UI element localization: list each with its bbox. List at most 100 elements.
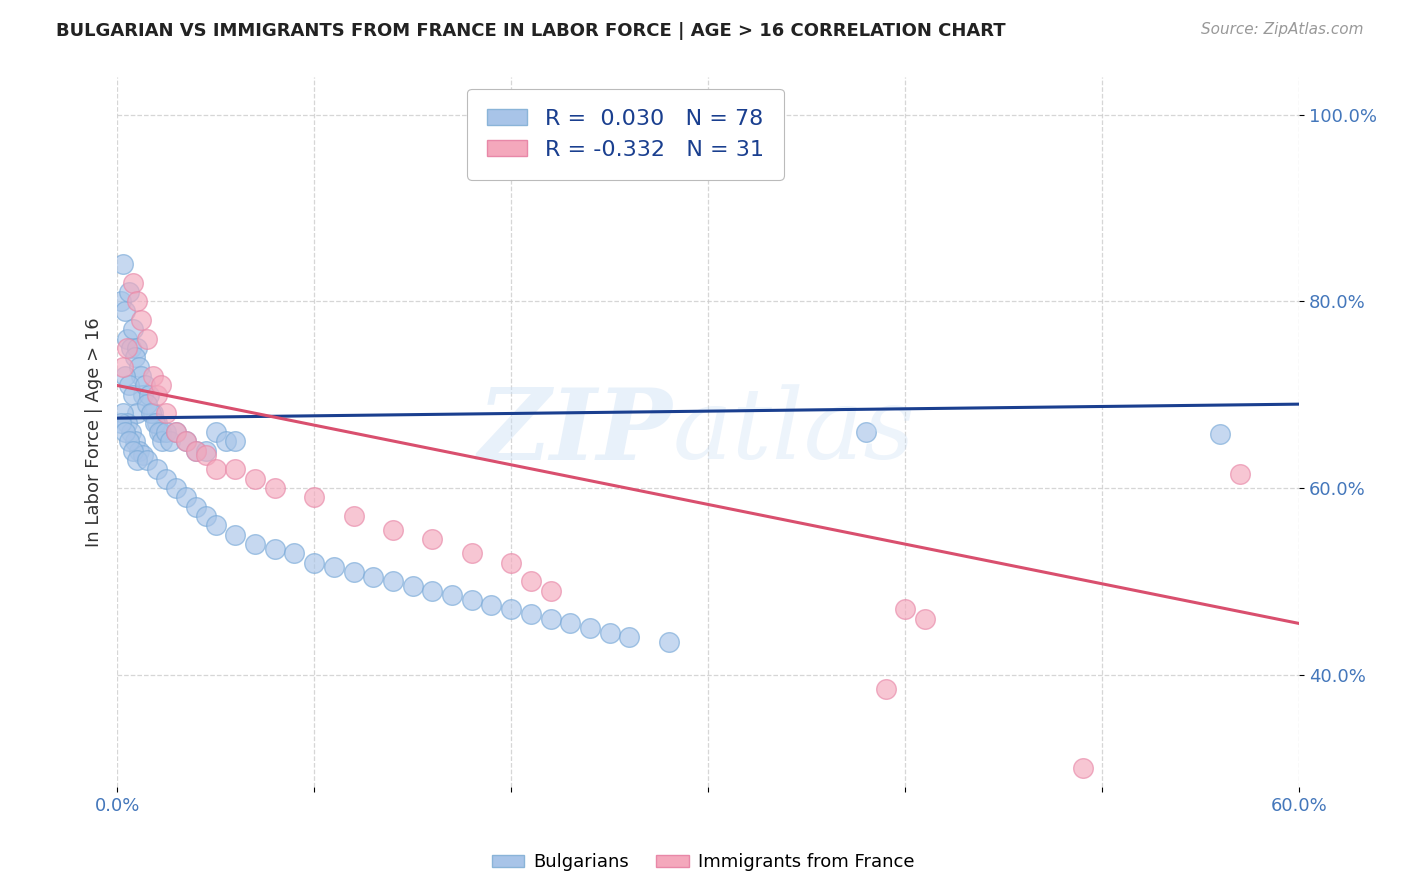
Point — [149, 378, 172, 392]
Point — [243, 537, 266, 551]
Point — [501, 602, 523, 616]
Point — [382, 574, 405, 589]
Point — [135, 397, 157, 411]
Point — [152, 434, 174, 449]
Legend: Bulgarians, Immigrants from France: Bulgarians, Immigrants from France — [485, 847, 921, 879]
Text: ZIP: ZIP — [478, 384, 672, 481]
Point — [194, 449, 217, 463]
Point — [120, 341, 142, 355]
Point — [263, 541, 285, 556]
Point — [481, 598, 503, 612]
Point — [302, 491, 325, 505]
Point — [540, 612, 562, 626]
Point — [122, 276, 145, 290]
Point — [122, 322, 145, 336]
Point — [112, 257, 135, 271]
Point — [114, 303, 136, 318]
Point — [579, 621, 602, 635]
Point — [118, 434, 141, 449]
Point — [402, 579, 425, 593]
Point — [501, 556, 523, 570]
Legend: R =  0.030   N = 78, R = -0.332   N = 31: R = 0.030 N = 78, R = -0.332 N = 31 — [467, 88, 785, 179]
Point — [124, 351, 146, 365]
Point — [112, 359, 135, 374]
Point — [122, 388, 145, 402]
Point — [194, 443, 217, 458]
Point — [204, 518, 226, 533]
Point — [135, 453, 157, 467]
Point — [214, 434, 236, 449]
Point — [619, 631, 641, 645]
Point — [125, 294, 148, 309]
Text: Source: ZipAtlas.com: Source: ZipAtlas.com — [1201, 22, 1364, 37]
Point — [184, 443, 207, 458]
Point — [129, 313, 152, 327]
Point — [894, 602, 917, 616]
Point — [145, 462, 167, 476]
Point — [302, 556, 325, 570]
Point — [142, 369, 165, 384]
Point — [155, 425, 177, 439]
Point — [194, 509, 217, 524]
Point — [422, 533, 444, 547]
Point — [224, 434, 246, 449]
Point — [263, 481, 285, 495]
Point — [342, 509, 364, 524]
Point — [143, 416, 166, 430]
Point — [134, 378, 156, 392]
Point — [875, 681, 897, 696]
Point — [520, 574, 543, 589]
Y-axis label: In Labor Force | Age > 16: In Labor Force | Age > 16 — [86, 318, 103, 547]
Point — [855, 425, 877, 439]
Point — [224, 462, 246, 476]
Point — [204, 425, 226, 439]
Point — [148, 425, 170, 439]
Text: BULGARIAN VS IMMIGRANTS FROM FRANCE IN LABOR FORCE | AGE > 16 CORRELATION CHART: BULGARIAN VS IMMIGRANTS FROM FRANCE IN L… — [56, 22, 1005, 40]
Point — [441, 589, 464, 603]
Point — [560, 616, 582, 631]
Point — [112, 407, 135, 421]
Point — [125, 341, 148, 355]
Point — [155, 472, 177, 486]
Point — [128, 359, 150, 374]
Point — [283, 546, 305, 560]
Point — [114, 425, 136, 439]
Point — [122, 443, 145, 458]
Point — [174, 434, 197, 449]
Point — [125, 453, 148, 467]
Point — [138, 388, 160, 402]
Point — [114, 369, 136, 384]
Point — [115, 341, 138, 355]
Point — [461, 546, 484, 560]
Point — [422, 583, 444, 598]
Point — [322, 560, 344, 574]
Point — [110, 416, 132, 430]
Point — [139, 407, 162, 421]
Point — [145, 388, 167, 402]
Point — [461, 593, 484, 607]
Point — [243, 472, 266, 486]
Point — [174, 434, 197, 449]
Point — [342, 565, 364, 579]
Point — [125, 407, 148, 421]
Point — [115, 416, 138, 430]
Point — [382, 523, 405, 537]
Point — [599, 625, 621, 640]
Point — [1209, 427, 1232, 442]
Point — [1229, 467, 1251, 482]
Point — [184, 443, 207, 458]
Point — [520, 607, 543, 622]
Point — [224, 528, 246, 542]
Point — [1071, 761, 1094, 775]
Point — [120, 425, 142, 439]
Point — [540, 583, 562, 598]
Point — [184, 500, 207, 514]
Point — [135, 332, 157, 346]
Point — [165, 425, 187, 439]
Point — [118, 285, 141, 299]
Point — [914, 612, 936, 626]
Point — [124, 434, 146, 449]
Point — [132, 449, 155, 463]
Point — [115, 332, 138, 346]
Point — [174, 491, 197, 505]
